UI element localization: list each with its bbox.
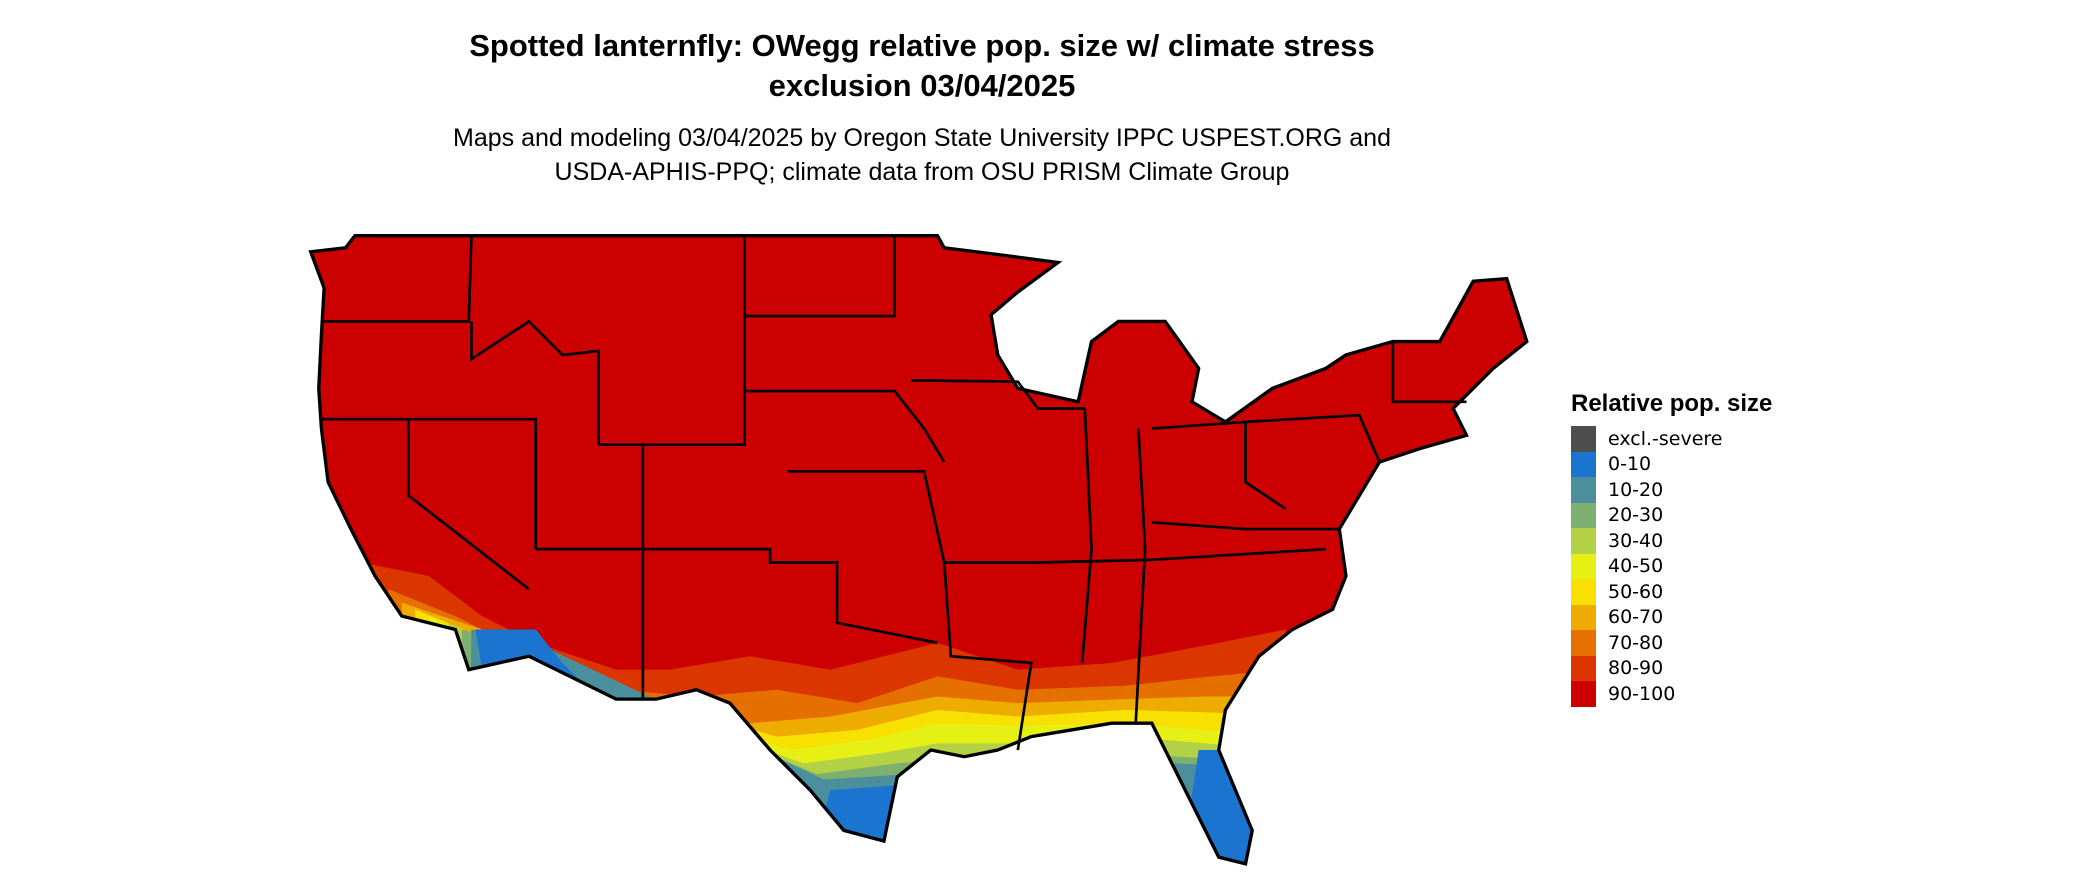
legend-item: 80-90 [1571, 655, 1772, 681]
legend-label: 70-80 [1608, 631, 1664, 654]
map-title-line1: Spotted lanternfly: OWegg relative pop. … [469, 28, 1375, 63]
map-legend: Relative pop. size excl.-severe 0-10 10-20… [1571, 390, 1772, 707]
legend-label: 80-90 [1608, 657, 1664, 680]
legend-swatch [1571, 553, 1596, 579]
map-subtitle-line2: USDA-APHIS-PPQ; climate data from OSU PR… [554, 158, 1290, 186]
legend-label: 40-50 [1608, 555, 1664, 578]
legend-label: 20-30 [1608, 504, 1664, 527]
legend-item: 0-10 [1571, 451, 1772, 477]
legend-item: excl.-severe [1571, 426, 1772, 452]
legend-item: 60-70 [1571, 604, 1772, 630]
legend-item: 50-60 [1571, 579, 1772, 605]
legend-item: 90-100 [1571, 681, 1772, 707]
legend-swatch [1571, 528, 1596, 554]
legend-item: 70-80 [1571, 630, 1772, 656]
legend-swatch [1571, 426, 1596, 452]
legend-swatch [1571, 604, 1596, 630]
legend-swatch [1571, 502, 1596, 528]
legend-label: 0-10 [1608, 453, 1652, 476]
legend-item: 20-30 [1571, 502, 1772, 528]
legend-item: 40-50 [1571, 553, 1772, 579]
legend-label: excl.-severe [1608, 427, 1723, 450]
legend-swatch [1571, 477, 1596, 503]
legend-title: Relative pop. size [1571, 390, 1773, 417]
legend-items: excl.-severe 0-10 10-20 20-30 30-40 40-50 50-6… [1571, 426, 1772, 707]
legend-swatch [1571, 579, 1596, 605]
legend-label: 50-60 [1608, 580, 1664, 603]
legend-swatch [1571, 451, 1596, 477]
legend-label: 60-70 [1608, 606, 1664, 629]
state-boundaries [321, 235, 1467, 751]
legend-swatch [1571, 630, 1596, 656]
legend-label: 30-40 [1608, 529, 1664, 552]
legend-label: 90-100 [1608, 682, 1676, 705]
map-subtitle-line1: Maps and modeling 03/04/2025 by Oregon S… [453, 124, 1391, 152]
legend-item: 30-40 [1571, 528, 1772, 554]
legend-label: 10-20 [1608, 478, 1664, 501]
legend-swatch [1571, 681, 1596, 707]
legend-item: 10-20 [1571, 477, 1772, 503]
legend-swatch [1571, 655, 1596, 681]
map-title-line2: exclusion 03/04/2025 [768, 68, 1076, 103]
